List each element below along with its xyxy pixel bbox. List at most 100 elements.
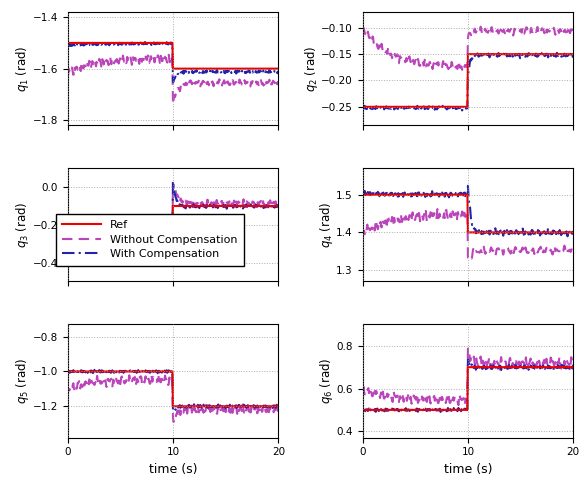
Ref: [435, 104, 442, 110]
Line: Ref: Ref: [68, 43, 278, 68]
Without Compensation: [570, 26, 577, 32]
Without Compensation: [455, 402, 462, 408]
With Compensation: [181, 404, 188, 410]
Ref: [140, 40, 147, 46]
Line: With Compensation: With Compensation: [68, 42, 278, 82]
Line: Ref: Ref: [68, 206, 278, 244]
Ref: [275, 66, 282, 71]
Without Compensation: [465, 346, 472, 351]
Without Compensation: [219, 203, 226, 209]
Without Compensation: [181, 200, 188, 205]
Without Compensation: [64, 73, 71, 79]
With Compensation: [435, 407, 442, 413]
Without Compensation: [64, 381, 71, 387]
With Compensation: [512, 233, 519, 239]
With Compensation: [181, 70, 188, 76]
Ref: [570, 364, 577, 370]
Without Compensation: [496, 24, 503, 29]
With Compensation: [475, 54, 482, 59]
With Compensation: [275, 404, 282, 410]
Without Compensation: [386, 391, 393, 397]
Without Compensation: [169, 101, 176, 107]
Ref: [475, 364, 482, 370]
Without Compensation: [476, 249, 483, 255]
With Compensation: [435, 192, 442, 198]
Ref: [199, 203, 206, 209]
With Compensation: [514, 363, 522, 369]
Ref: [465, 51, 472, 57]
With Compensation: [219, 402, 226, 408]
Ref: [386, 192, 393, 198]
With Compensation: [141, 369, 148, 375]
Ref: [140, 241, 147, 247]
Without Compensation: [514, 27, 522, 33]
Without Compensation: [199, 202, 206, 208]
With Compensation: [169, 178, 176, 184]
Ref: [275, 403, 282, 409]
Without Compensation: [495, 246, 502, 252]
Ref: [359, 104, 366, 110]
Ref: [386, 407, 393, 413]
Ref: [92, 369, 99, 375]
Without Compensation: [468, 255, 475, 261]
With Compensation: [514, 229, 522, 235]
Without Compensation: [171, 189, 178, 195]
Ref: [199, 66, 206, 71]
Without Compensation: [140, 231, 147, 237]
Ref: [494, 229, 501, 235]
Ref: [171, 203, 178, 209]
Without Compensation: [475, 29, 482, 35]
Without Compensation: [275, 80, 282, 86]
With Compensation: [169, 407, 176, 413]
Ref: [92, 241, 99, 247]
Line: Ref: Ref: [363, 54, 573, 107]
Line: Without Compensation: Without Compensation: [363, 209, 573, 258]
With Compensation: [406, 107, 413, 113]
Line: Without Compensation: Without Compensation: [363, 348, 573, 405]
Without Compensation: [181, 406, 188, 412]
Without Compensation: [466, 30, 473, 36]
Without Compensation: [434, 206, 441, 212]
Ref: [570, 229, 577, 235]
Ref: [219, 403, 226, 409]
Ref: [465, 364, 472, 370]
With Compensation: [140, 41, 147, 47]
Without Compensation: [92, 228, 99, 234]
Ref: [169, 66, 176, 71]
Ref: [435, 192, 442, 198]
Without Compensation: [199, 78, 206, 84]
With Compensation: [199, 203, 206, 209]
Ref: [64, 241, 71, 247]
With Compensation: [494, 228, 501, 234]
Line: Without Compensation: Without Compensation: [68, 183, 278, 239]
Without Compensation: [219, 80, 226, 85]
With Compensation: [466, 66, 473, 72]
Ref: [140, 369, 147, 375]
Without Compensation: [436, 212, 443, 218]
Without Compensation: [64, 223, 71, 229]
Ref: [466, 364, 473, 370]
Ref: [199, 403, 206, 409]
With Compensation: [514, 52, 521, 58]
Ref: [386, 104, 393, 110]
Line: With Compensation: With Compensation: [68, 181, 278, 246]
Without Compensation: [514, 248, 522, 254]
Ref: [219, 203, 226, 209]
Ref: [171, 403, 178, 409]
Ref: [466, 229, 473, 235]
Without Compensation: [570, 248, 577, 254]
Ref: [180, 66, 187, 71]
With Compensation: [169, 79, 176, 85]
Ref: [64, 369, 71, 375]
Without Compensation: [92, 57, 99, 63]
Y-axis label: $q_5$ (rad): $q_5$ (rad): [14, 358, 31, 404]
Without Compensation: [386, 220, 393, 226]
X-axis label: time (s): time (s): [444, 463, 492, 476]
Y-axis label: $q_1$ (rad): $q_1$ (rad): [14, 45, 31, 92]
With Compensation: [386, 103, 393, 109]
Without Compensation: [170, 419, 177, 425]
With Compensation: [570, 53, 577, 59]
Without Compensation: [466, 254, 473, 260]
X-axis label: time (s): time (s): [149, 463, 197, 476]
Without Compensation: [359, 229, 366, 235]
